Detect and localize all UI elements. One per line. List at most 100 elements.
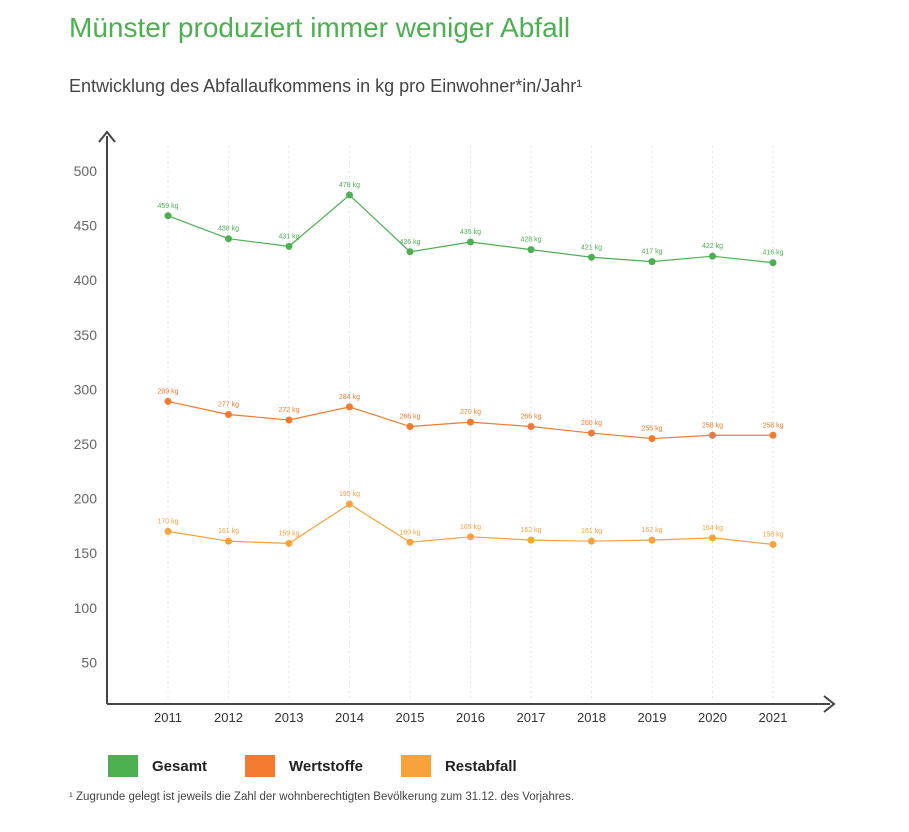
data-point-gesamt (406, 248, 414, 256)
data-point-wertstoffe (588, 429, 595, 437)
x-tick-label: 2020 (698, 710, 727, 725)
footnote: ¹ Zugrunde gelegt ist jeweils die Zahl d… (69, 791, 575, 803)
data-label-wertstoffe: 258 kg (762, 422, 783, 429)
data-label-gesamt: 421 kg (581, 244, 602, 251)
data-point-restabfall (164, 527, 172, 535)
data-point-gesamt (285, 242, 293, 250)
data-label-restabfall: 195 kg (339, 491, 360, 498)
x-tick-labels: 2011 2012 2013 2014 2015 2016 2017 2018 2019 2020… (154, 710, 787, 725)
data-label-gesamt: 416 kg (762, 250, 783, 257)
data-label-wertstoffe: 289 kg (157, 388, 178, 395)
data-point-gesamt (769, 259, 777, 267)
chart-subtitle: Entwicklung des Abfallaufkommens in kg p… (69, 76, 583, 96)
data-point-wertstoffe (527, 423, 535, 431)
data-label-restabfall: 162 kg (641, 527, 662, 534)
x-tick-label: 2021 (759, 710, 788, 725)
x-tick-label: 2018 (577, 710, 606, 725)
data-label-wertstoffe: 270 kg (460, 409, 481, 416)
y-axis-arrow (98, 130, 116, 143)
data-label-gesamt: 459 kg (157, 203, 178, 210)
data-point-wertstoffe (225, 411, 232, 419)
y-tick-label: 200 (74, 491, 98, 507)
x-tick-label: 2011 (154, 710, 182, 725)
data-label-gesamt: 431 kg (278, 233, 299, 240)
data-point-wertstoffe (164, 397, 172, 405)
data-label-restabfall: 160 kg (399, 529, 420, 536)
legend-swatch-gesamt (108, 755, 138, 777)
data-point-restabfall (588, 537, 595, 545)
data-label-wertstoffe: 284 kg (339, 394, 360, 401)
data-point-restabfall (346, 500, 353, 508)
x-tick-label: 2013 (275, 710, 304, 725)
series-gesamt: 459 kg 438 kg 431 kg 478 kg 426 kg 435 kg 428 … (157, 182, 784, 267)
data-label-restabfall: 170 kg (157, 518, 178, 525)
y-tick-label: 250 (74, 436, 98, 452)
data-point-gesamt (164, 212, 172, 220)
series-wertstoffe: 289 kg 277 kg 272 kg 284 kg 266 kg 270 kg 266 … (157, 388, 784, 443)
data-point-gesamt (346, 191, 353, 199)
y-tick-labels: 50 100 150 200 250 300 350 400 450 500 (74, 163, 98, 670)
legend-item-gesamt: Gesamt (108, 755, 207, 777)
data-label-restabfall: 164 kg (702, 525, 723, 532)
data-label-gesamt: 426 kg (399, 239, 420, 246)
data-label-wertstoffe: 255 kg (641, 426, 662, 433)
y-tick-label: 150 (74, 545, 98, 561)
data-point-gesamt (648, 258, 656, 266)
x-tick-label: 2017 (517, 710, 546, 725)
chart-title: Münster produziert immer weniger Abfall (69, 12, 571, 43)
data-point-wertstoffe (648, 435, 656, 443)
data-point-restabfall (709, 534, 716, 542)
data-label-restabfall: 158 kg (762, 531, 783, 538)
y-tick-label: 500 (74, 163, 98, 179)
x-tick-label: 2019 (638, 710, 667, 725)
data-label-restabfall: 161 kg (218, 528, 239, 535)
data-label-wertstoffe: 277 kg (218, 402, 239, 409)
data-label-gesamt: 435 kg (460, 229, 481, 236)
data-point-restabfall (406, 538, 414, 546)
data-point-gesamt (709, 252, 716, 260)
data-point-wertstoffe (769, 431, 777, 439)
data-point-wertstoffe (406, 423, 414, 431)
data-point-wertstoffe (346, 403, 353, 411)
legend-item-restabfall: Restabfall (400, 755, 517, 777)
y-tick-label: 350 (74, 327, 98, 343)
data-label-restabfall: 165 kg (460, 524, 481, 531)
x-tick-label: 2012 (214, 710, 243, 725)
legend: Gesamt Wertstoffe Restabfall (108, 755, 555, 777)
data-label-wertstoffe: 272 kg (278, 407, 299, 414)
legend-item-wertstoffe: Wertstoffe (245, 755, 363, 777)
legend-label-wertstoffe: Wertstoffe (289, 757, 363, 775)
y-tick-label: 100 (74, 600, 98, 616)
data-label-wertstoffe: 260 kg (581, 420, 602, 427)
data-point-restabfall (648, 536, 656, 544)
legend-swatch-restabfall (400, 755, 431, 777)
data-label-restabfall: 161 kg (581, 528, 602, 535)
data-point-gesamt (467, 238, 474, 246)
data-point-wertstoffe (285, 416, 293, 424)
axes (98, 130, 836, 713)
data-point-wertstoffe (709, 431, 716, 439)
data-point-restabfall (527, 536, 535, 544)
data-point-gesamt (225, 235, 232, 243)
data-point-gesamt (527, 246, 535, 254)
data-label-restabfall: 162 kg (520, 527, 541, 534)
data-label-gesamt: 478 kg (339, 182, 360, 189)
data-point-wertstoffe (467, 418, 474, 426)
data-point-restabfall (225, 537, 232, 545)
series-restabfall: 170 kg 161 kg 159 kg 195 kg 160 kg 165 kg 162 … (157, 491, 784, 548)
data-label-gesamt: 438 kg (218, 226, 239, 233)
x-tick-label: 2015 (396, 710, 425, 725)
legend-label-gesamt: Gesamt (152, 757, 208, 775)
data-point-restabfall (769, 540, 777, 548)
legend-swatch-wertstoffe (245, 755, 276, 777)
data-label-gesamt: 417 kg (641, 249, 662, 256)
y-tick-label: 50 (81, 654, 97, 670)
series-layer: 459 kg 438 kg 431 kg 478 kg 426 kg 435 kg 428 … (157, 182, 784, 548)
data-label-wertstoffe: 266 kg (520, 414, 541, 421)
data-label-wertstoffe: 266 kg (399, 414, 420, 421)
data-label-restabfall: 159 kg (278, 530, 299, 537)
x-tick-label: 2016 (456, 710, 485, 725)
data-point-restabfall (467, 533, 474, 541)
y-tick-label: 450 (74, 218, 98, 234)
